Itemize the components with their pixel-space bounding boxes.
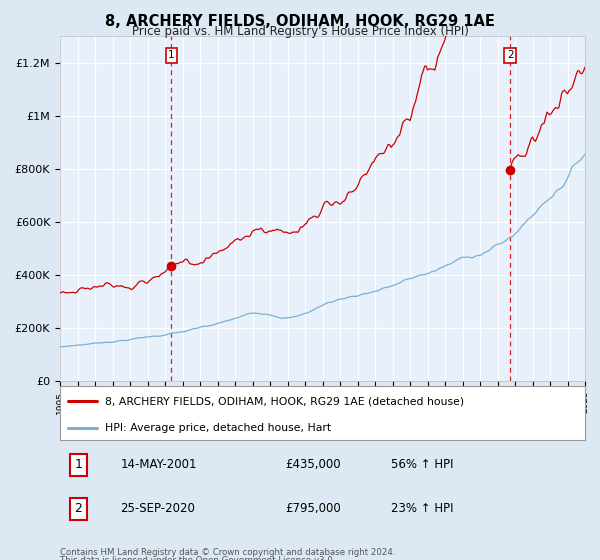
Text: 56% ↑ HPI: 56% ↑ HPI xyxy=(391,458,453,472)
Text: 25-SEP-2020: 25-SEP-2020 xyxy=(121,502,195,515)
Text: Price paid vs. HM Land Registry's House Price Index (HPI): Price paid vs. HM Land Registry's House … xyxy=(131,25,469,38)
Text: 1: 1 xyxy=(168,50,175,60)
Text: £435,000: £435,000 xyxy=(286,458,341,472)
Text: 8, ARCHERY FIELDS, ODIHAM, HOOK, RG29 1AE: 8, ARCHERY FIELDS, ODIHAM, HOOK, RG29 1A… xyxy=(105,14,495,29)
Text: This data is licensed under the Open Government Licence v3.0.: This data is licensed under the Open Gov… xyxy=(60,556,335,560)
Text: 23% ↑ HPI: 23% ↑ HPI xyxy=(391,502,453,515)
Text: 2: 2 xyxy=(507,50,514,60)
Text: 1: 1 xyxy=(74,458,82,472)
Text: HPI: Average price, detached house, Hart: HPI: Average price, detached house, Hart xyxy=(104,423,331,433)
Text: Contains HM Land Registry data © Crown copyright and database right 2024.: Contains HM Land Registry data © Crown c… xyxy=(60,548,395,557)
Text: 2: 2 xyxy=(74,502,82,515)
Text: 8, ARCHERY FIELDS, ODIHAM, HOOK, RG29 1AE (detached house): 8, ARCHERY FIELDS, ODIHAM, HOOK, RG29 1A… xyxy=(104,396,464,407)
Text: 14-MAY-2001: 14-MAY-2001 xyxy=(121,458,197,472)
Text: £795,000: £795,000 xyxy=(286,502,341,515)
